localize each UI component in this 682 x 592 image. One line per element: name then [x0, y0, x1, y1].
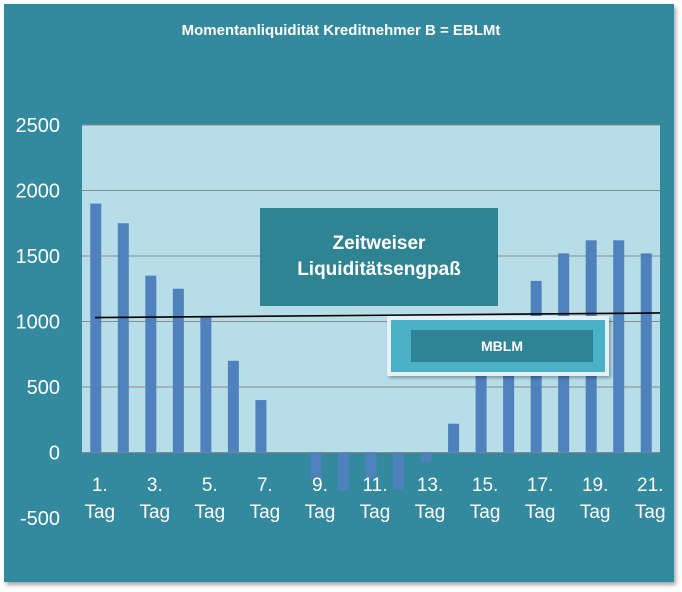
bar-14 [448, 423, 460, 453]
x-tick-label: 7. [257, 475, 273, 496]
bar-13 [420, 452, 432, 462]
x-axis-ticks: 1. Tag 3. Tag 5. Tag 7. Tag 9. Tag 11. Tag 13. Tag 15.… [84, 475, 665, 523]
bar-6 [227, 360, 239, 453]
y-tick-label: 2500 [16, 115, 61, 137]
bar-4 [172, 288, 184, 453]
x-tick-label: Tag [580, 502, 611, 523]
y-tick-label: 500 [27, 377, 60, 399]
mblm-reference-line [94, 312, 661, 319]
mblm-label: MBLM [411, 330, 593, 362]
x-tick-label: Tag [139, 502, 170, 523]
bar-9 [310, 452, 322, 479]
callout-line-1: Zeitweiser [332, 233, 426, 254]
bar-3 [145, 275, 157, 453]
bar-12 [393, 452, 405, 490]
x-tick-label: Tag [360, 502, 391, 523]
bar-7 [255, 400, 267, 453]
bar-21 [640, 253, 652, 453]
x-tick-label: Tag [305, 502, 336, 523]
bar-10 [337, 452, 349, 491]
bar-20 [613, 240, 625, 453]
bar-16 [503, 321, 515, 453]
bar-11 [365, 452, 377, 479]
x-tick-label: 13. [417, 475, 443, 496]
mblm-label-box: MBLM [387, 316, 609, 376]
bar-5 [200, 317, 212, 453]
x-tick-label: 11. [362, 475, 387, 496]
y-tick-label: 2000 [16, 181, 61, 203]
x-tick-label: Tag [470, 502, 501, 523]
bar-2 [117, 223, 129, 453]
x-tick-label: Tag [525, 502, 556, 523]
chart-title: Momentanliquidität Kreditnehmer B = EBLM… [181, 22, 501, 39]
y-axis-ticks: -500 0 500 1000 1500 2000 2500 [16, 115, 61, 530]
x-tick-label: 21. [637, 475, 663, 496]
x-tick-label: 5. [202, 475, 218, 496]
y-tick-label: 0 [49, 443, 60, 465]
y-tick-label: 1500 [16, 246, 61, 268]
x-tick-label: Tag [195, 502, 226, 523]
annotation-callout: Zeitweiser Liquiditätsengpaß [260, 208, 498, 306]
y-tick-label: -500 [20, 508, 60, 530]
bar-15 [475, 373, 487, 453]
x-tick-label: Tag [635, 502, 666, 523]
x-tick-label: 15. [472, 475, 498, 496]
bar-1 [90, 203, 102, 453]
x-tick-label: Tag [84, 502, 115, 523]
x-tick-label: Tag [250, 502, 281, 523]
x-tick-label: 9. [312, 475, 328, 496]
x-tick-label: 17. [527, 475, 553, 496]
callout-line-2: Liquiditätsengpaß [297, 259, 461, 280]
x-tick-label: 1. [92, 475, 108, 496]
x-tick-label: 19. [582, 475, 608, 496]
x-tick-label: Tag [415, 502, 446, 523]
y-tick-label: 1000 [16, 312, 61, 334]
x-tick-label: 3. [147, 475, 163, 496]
